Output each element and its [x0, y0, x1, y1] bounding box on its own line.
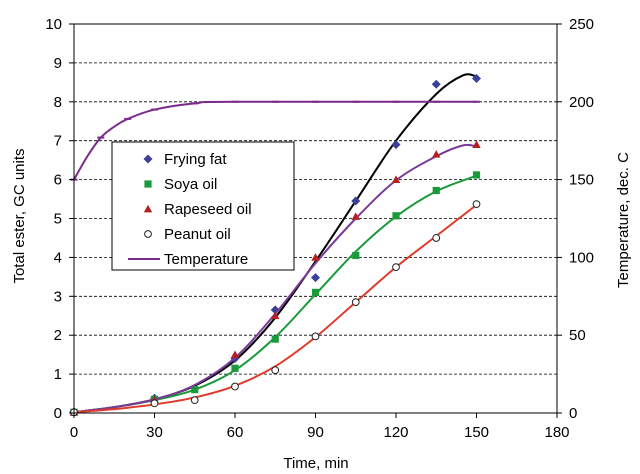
legend-label: Rapeseed oil [164, 201, 252, 218]
data-point [472, 140, 481, 148]
data-point [311, 273, 320, 283]
legend-marker [143, 204, 153, 213]
legend-box [111, 141, 295, 271]
data-point [231, 364, 239, 372]
y-axis-title: Total ester, GC units [11, 148, 28, 283]
legend-square-marker [144, 180, 152, 188]
data-point [472, 200, 481, 209]
data-point [351, 196, 361, 206]
series-peanut-oil [70, 200, 481, 417]
legend-label: Peanut oil [164, 226, 231, 243]
x-tick-label: 0 [70, 424, 78, 441]
x-tick-label: 60 [227, 424, 244, 441]
data-point [392, 212, 400, 220]
data-point [432, 150, 441, 158]
legend-circle-marker [144, 230, 152, 238]
legend-item-frying-fat: Frying fat [143, 151, 227, 168]
data-point [432, 186, 440, 195]
y-tick-label: 3 [54, 288, 62, 305]
y2-tick-label: 200 [569, 94, 594, 111]
data-point [391, 175, 401, 183]
x-tick-label: 90 [307, 424, 324, 441]
data-point [311, 332, 320, 341]
legend-item-rapeseed-oil: Rapeseed oil [143, 201, 252, 218]
legend-triangle-marker [143, 204, 153, 213]
legend-diamond-marker [143, 154, 153, 164]
data-point [391, 140, 401, 150]
legend-label: Frying fat [164, 151, 227, 168]
data-point [351, 212, 360, 220]
data-point [271, 366, 280, 375]
x-tick-label: 120 [383, 424, 408, 441]
data-point [311, 288, 320, 297]
series-temperature [70, 100, 480, 181]
legend: Frying fat Soya oil Rapeseed oil Peanut … [111, 141, 295, 271]
y-tick-label: 2 [54, 327, 62, 344]
y-tick-label: 8 [54, 94, 62, 111]
y2-axis-title: Temperature, dec. C [615, 152, 632, 288]
data-point [311, 253, 320, 261]
data-point [352, 251, 360, 260]
data-point [472, 73, 481, 83]
y-tick-label: 1 [54, 366, 62, 383]
legend-marker [143, 154, 153, 164]
x-tick-label: 180 [544, 424, 569, 441]
legend-item-peanut-oil: Peanut oil [144, 226, 231, 243]
legend-marker [144, 230, 152, 238]
y-tick-label: 6 [54, 172, 62, 189]
x-tick-label: 150 [464, 424, 489, 441]
data-point [392, 263, 400, 272]
axes: 0 30 60 90 120 150 180012345678910050100150200… [45, 16, 594, 441]
y-tick-label: 10 [45, 16, 62, 33]
series-layer [69, 73, 481, 417]
y-tick-label: 9 [54, 55, 62, 72]
data-point [230, 350, 240, 359]
legend-item-soya-oil: Soya oil [144, 176, 217, 193]
y-tick-label: 5 [54, 211, 62, 228]
data-point [351, 298, 360, 307]
legend-label: Temperature [164, 251, 248, 268]
legend-label: Soya oil [164, 176, 217, 193]
y2-tick-label: 100 [569, 249, 594, 266]
y2-tick-label: 0 [569, 405, 577, 422]
data-point [231, 382, 239, 391]
legend-item-temperature: Temperature [128, 251, 248, 268]
y2-tick-label: 50 [569, 327, 586, 344]
fit-line [73, 100, 477, 181]
data-point [150, 399, 159, 408]
data-point [431, 79, 441, 89]
y-tick-label: 4 [54, 249, 62, 266]
data-point [190, 396, 199, 405]
data-point [472, 171, 481, 179]
y2-tick-label: 250 [569, 16, 594, 33]
data-point [271, 335, 279, 343]
y-tick-label: 7 [54, 133, 62, 150]
data-point [191, 386, 199, 394]
x-axis-title: Time, min [283, 455, 348, 472]
y2-tick-label: 150 [569, 172, 594, 189]
y-tick-label: 0 [54, 405, 62, 422]
data-point [271, 311, 280, 320]
x-tick-label: 30 [146, 424, 163, 441]
data-point [432, 234, 441, 242]
legend-marker [144, 180, 152, 188]
